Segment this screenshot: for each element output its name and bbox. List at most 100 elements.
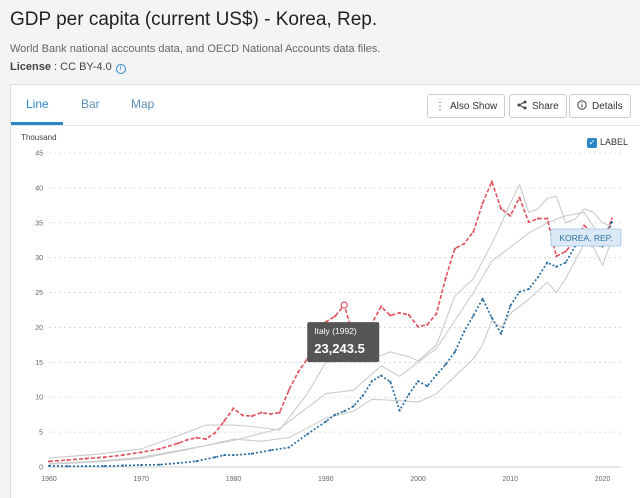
data-point <box>610 220 613 224</box>
tooltip-value: 23,243.5 <box>314 341 365 356</box>
data-point <box>195 436 198 439</box>
active-tab-indicator <box>11 122 63 125</box>
data-point <box>306 433 309 436</box>
data-point <box>407 313 410 316</box>
data-point <box>269 449 272 452</box>
x-tick-label: 1960 <box>41 476 57 483</box>
data-point <box>158 463 161 466</box>
data-point <box>333 413 337 416</box>
data-point <box>555 255 558 258</box>
data-point <box>426 384 429 388</box>
label-toggle-text: LABEL <box>600 137 629 147</box>
data-point <box>47 460 51 463</box>
data-point <box>509 304 512 307</box>
data-point <box>518 290 521 293</box>
share-label: Share <box>532 100 559 112</box>
data-point <box>463 242 466 245</box>
data-point <box>278 411 281 414</box>
data-point <box>416 325 420 328</box>
data-point <box>324 420 327 423</box>
data-point <box>555 265 558 268</box>
series-line-comparison-b <box>48 240 613 465</box>
data-point <box>103 456 106 459</box>
x-tick-label: 1970 <box>133 476 149 483</box>
data-point <box>416 380 420 383</box>
info-icon[interactable]: i <box>115 64 126 74</box>
data-point <box>407 393 410 396</box>
data-point <box>223 454 226 457</box>
data-point <box>213 431 217 434</box>
y-tick-label: 25 <box>35 290 43 297</box>
page-title: GDP per capita (current US$) - Korea, Re… <box>10 9 378 30</box>
series-line-comparison-a <box>48 183 612 459</box>
data-point <box>140 451 143 454</box>
series-line-comparison-c <box>48 211 613 465</box>
data-point <box>250 414 254 418</box>
data-point <box>453 247 457 250</box>
also-show-button[interactable]: ⋮ Also Show <box>427 94 506 118</box>
data-point <box>564 250 567 253</box>
details-label: Details <box>592 100 623 112</box>
data-point <box>490 180 493 183</box>
data-point <box>333 315 337 318</box>
data-point <box>195 460 198 463</box>
share-button[interactable]: Share <box>509 94 567 118</box>
y-tick-label: 30 <box>35 255 43 262</box>
y-tick-label: 5 <box>39 430 43 437</box>
label-checkbox[interactable]: ✓ <box>587 138 597 148</box>
share-icon <box>517 100 527 113</box>
data-point <box>223 419 226 423</box>
data-point <box>296 371 300 374</box>
data-point <box>472 230 475 233</box>
y-tick-label: 35 <box>35 220 43 227</box>
data-point <box>398 409 401 412</box>
data-point <box>47 464 51 467</box>
data-point <box>398 311 401 314</box>
x-tick-label: 1990 <box>318 476 334 483</box>
data-point <box>389 314 392 317</box>
data-point <box>140 463 143 467</box>
series-line-korea-rep <box>48 221 613 468</box>
data-point <box>269 412 272 416</box>
data-point <box>546 261 549 264</box>
data-point <box>177 442 180 445</box>
tab-bar[interactable]: Bar <box>81 97 100 111</box>
data-point <box>499 332 503 335</box>
tab-line[interactable]: Line <box>26 97 49 111</box>
data-point <box>444 276 447 280</box>
data-point <box>287 389 290 392</box>
info-circle-icon <box>577 99 587 113</box>
tab-map[interactable]: Map <box>131 97 155 111</box>
data-point <box>472 314 475 317</box>
also-show-label: Also Show <box>450 100 498 112</box>
y-axis-unit-label: Thousand <box>21 133 57 142</box>
data-point <box>527 220 530 224</box>
data-point <box>241 414 244 417</box>
source-note: World Bank national accounts data, and O… <box>10 43 381 55</box>
data-point <box>177 461 180 465</box>
y-tick-label: 15 <box>35 360 43 367</box>
hover-point <box>340 301 348 309</box>
data-point <box>66 458 69 462</box>
license-value: : CC BY-4.0 <box>50 61 112 73</box>
data-point <box>361 394 364 397</box>
data-point <box>536 276 540 279</box>
series-label-box <box>550 228 622 247</box>
data-point <box>536 217 540 220</box>
data-point <box>527 287 530 291</box>
data-point <box>158 447 161 450</box>
license-label: License <box>10 61 51 73</box>
data-point <box>84 457 88 460</box>
tooltip-box <box>307 322 380 363</box>
data-point <box>352 405 355 408</box>
data-point <box>343 410 346 413</box>
data-point <box>232 454 235 457</box>
data-point <box>435 373 438 376</box>
data-point <box>380 305 383 308</box>
data-point <box>499 207 503 210</box>
data-point <box>564 261 567 264</box>
data-point <box>453 350 457 353</box>
x-tick-label: 1980 <box>226 476 242 483</box>
details-button[interactable]: Details <box>569 94 631 118</box>
data-point <box>66 465 69 468</box>
